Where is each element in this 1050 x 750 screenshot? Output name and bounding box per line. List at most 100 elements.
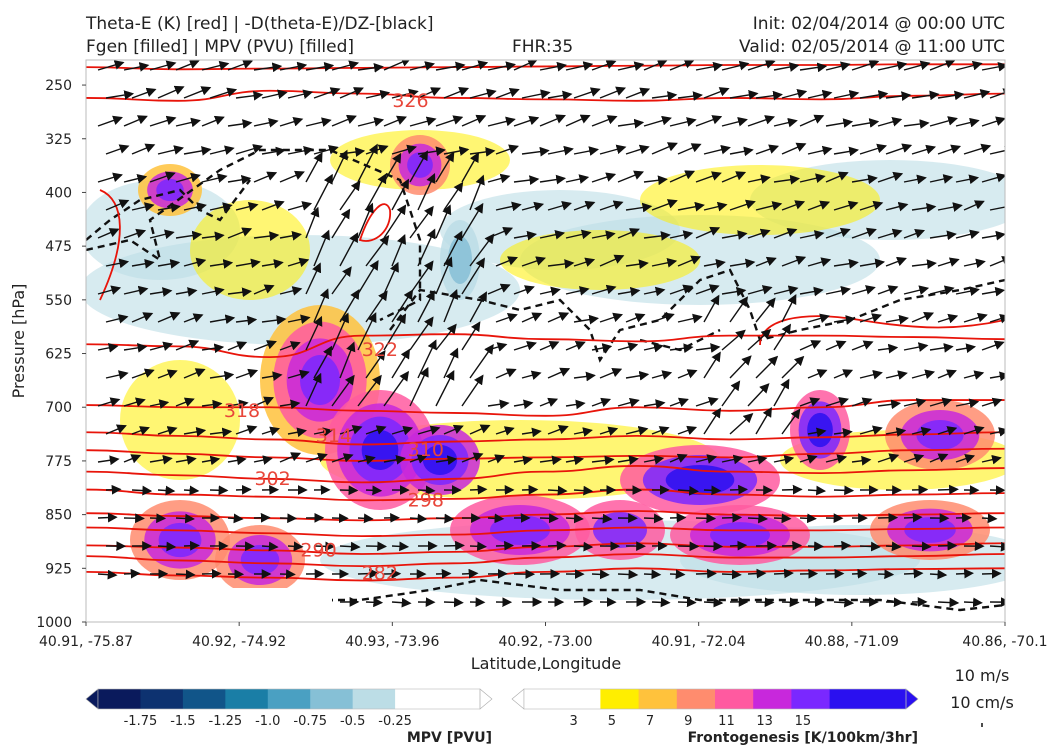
wind-vector	[547, 485, 568, 496]
wind-vector	[859, 425, 883, 435]
wind-vector	[625, 425, 649, 436]
wind-vector	[885, 427, 907, 437]
wind-vector	[825, 285, 851, 296]
wind-vector	[721, 286, 747, 297]
theta-e-contour	[86, 542, 1005, 555]
wind-vector	[721, 380, 741, 407]
wind-vector	[97, 60, 125, 71]
wind-vector	[799, 173, 826, 183]
wind-vector	[157, 202, 181, 213]
wind-vector	[487, 283, 511, 295]
fgen-region	[500, 230, 700, 290]
wind-vector	[911, 259, 937, 270]
wind-vector	[591, 513, 613, 524]
wind-vector	[833, 89, 860, 100]
wind-vector	[677, 313, 703, 324]
wind-vector	[175, 287, 198, 297]
colorbar-tick-label: 13	[756, 714, 773, 729]
wind-vector	[235, 315, 258, 326]
wind-vector	[703, 201, 728, 212]
wind-vector	[521, 146, 550, 157]
wind-vector	[955, 60, 983, 71]
colorbar-swatch	[829, 689, 869, 709]
wind-vector	[131, 87, 157, 99]
wind-vector	[417, 290, 435, 323]
wind-vector	[261, 200, 285, 211]
wind-vector	[469, 484, 488, 495]
wind-vector	[279, 61, 308, 72]
wind-vector	[565, 286, 590, 296]
wind-vector	[729, 258, 756, 269]
wind-vector	[729, 540, 748, 551]
wind-vector	[313, 541, 336, 552]
y-tick-label: 400	[45, 185, 72, 201]
plot-area: 3303263223223183143103022983062942902862…	[86, 60, 1005, 622]
wind-vector	[599, 368, 623, 379]
wind-vector	[929, 397, 953, 407]
wind-vector	[703, 351, 721, 379]
colorbar-extend-high	[905, 688, 919, 710]
wind-vector	[695, 61, 724, 72]
y-tick-label: 325	[45, 132, 72, 148]
wind-vector	[885, 370, 908, 380]
wind-vector	[781, 255, 807, 267]
wind-vector	[365, 425, 387, 435]
wind-vector	[183, 202, 207, 212]
wind-vector	[539, 455, 562, 466]
wind-vector	[825, 118, 854, 128]
wind-vector	[903, 119, 930, 129]
wind-vector	[105, 199, 130, 211]
wind-vector	[443, 540, 465, 551]
wind-vector	[859, 200, 884, 211]
wind-vector	[937, 90, 965, 101]
wind-vector	[331, 374, 355, 407]
colorbar-swatch	[352, 689, 396, 709]
wind-vector	[677, 91, 703, 101]
wind-vector	[851, 568, 868, 579]
wind-vector	[937, 313, 959, 324]
fgen-colorbar: 3 5 7 9 11 13 15	[511, 688, 919, 729]
wind-vector	[669, 569, 686, 580]
wind-vector	[227, 513, 244, 524]
wind-vector	[955, 454, 976, 464]
y-tick-label: 700	[45, 400, 72, 416]
wind-vector	[695, 115, 723, 127]
wind-vector	[989, 256, 1005, 267]
wind-vector	[547, 540, 567, 551]
wind-vector	[435, 61, 466, 72]
wind-vector	[565, 341, 586, 351]
wind-vector	[97, 228, 120, 239]
wind-vector	[651, 257, 678, 268]
wind-vector	[929, 60, 956, 71]
wind-vector	[599, 86, 627, 99]
wind-vector	[383, 60, 412, 71]
wind-vector	[755, 406, 772, 435]
wind-vector	[383, 313, 407, 351]
wind-vector	[625, 259, 649, 270]
wind-vector	[677, 143, 702, 155]
wind-vector	[287, 89, 314, 99]
wind-vector	[521, 256, 546, 267]
wind-vector	[227, 227, 253, 239]
wind-vector	[903, 453, 925, 463]
wind-vector	[253, 396, 275, 407]
wind-vector	[469, 424, 491, 435]
y-tick-label: 775	[45, 454, 72, 470]
wind-vector	[755, 297, 776, 323]
theta-e-label: 290	[300, 539, 336, 561]
wind-vector	[625, 87, 651, 99]
wind-vector	[487, 454, 506, 464]
wind-vector	[669, 453, 688, 463]
theta-e-label: 326	[392, 90, 428, 112]
wind-vector	[261, 541, 279, 552]
wind-vector	[157, 259, 181, 269]
wind-vector	[885, 143, 913, 155]
colorbar-swatch	[867, 689, 907, 709]
wind-vector	[357, 202, 374, 239]
wind-vector	[833, 597, 855, 608]
wind-vectors	[97, 60, 1005, 608]
wind-vector	[201, 399, 223, 410]
wind-vector	[461, 321, 481, 351]
wind-vector	[747, 285, 773, 295]
wind-vector	[123, 343, 148, 353]
